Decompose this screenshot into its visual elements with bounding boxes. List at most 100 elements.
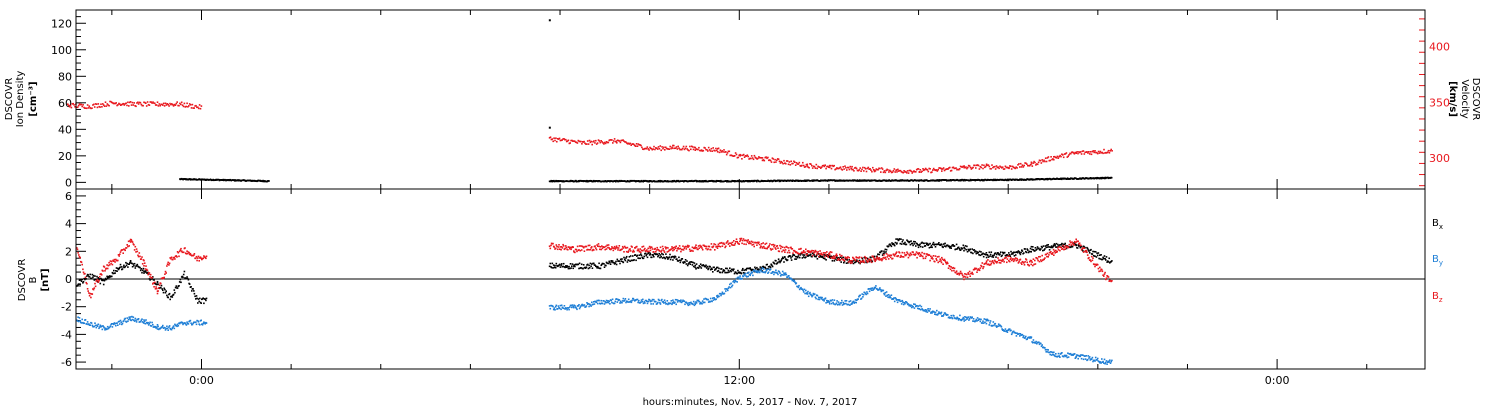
series-bx-point [694,266,696,269]
velocity-series-point [157,105,160,107]
series-by-point [683,300,686,302]
series-bz-point [676,249,678,252]
series-by-point [882,289,885,292]
velocity-series-point [693,146,696,149]
series-bz-point [788,251,791,254]
series-bx-point [144,271,147,273]
velocity-series-point [627,142,630,145]
series-bz-point [599,248,601,251]
velocity-series-point [787,163,790,166]
series-bz-point [100,273,102,275]
series-bx-point [908,240,911,243]
velocity-series-point [967,166,969,169]
velocity-series-point [900,170,903,173]
series-by [76,315,208,331]
series-by-point [794,281,796,283]
series-by-point [851,303,853,305]
velocity-series-point [74,106,76,108]
velocity-series-point [168,105,170,107]
series-bx-point [695,268,697,270]
top-right-label-line1: DSCOVR [1470,78,1481,121]
series-bz-point [862,259,865,262]
series-bz [548,237,1113,283]
series-bx-point [1050,245,1053,247]
series-bx-point [669,258,672,261]
series-bz [76,238,208,299]
series-bx-point [567,266,569,268]
velocity-series-point [740,154,742,157]
series-by-point [143,322,145,324]
series-bz-point [695,244,697,246]
series-bx-point [978,254,980,256]
series-bx-point [569,263,572,265]
series-by-point [1050,351,1052,353]
velocity-series-point [182,105,185,108]
series-bz-point [744,239,747,242]
series-bx-point [699,263,702,265]
velocity-series-point [613,138,616,140]
velocity-series-point [694,146,697,149]
series-by-point [1044,347,1046,349]
series-bz-point [781,246,784,248]
series-bz-point [649,249,652,252]
series-by-point [587,302,590,305]
series-bz-point [173,256,176,259]
velocity-series-point [757,157,759,160]
series-bx-point [716,270,719,273]
series-bx-point [943,245,946,247]
series-by-point [646,302,649,305]
series-bx-point [166,294,168,297]
series-bx-point [85,278,87,280]
series-bz-point [591,249,594,252]
velocity-series-point [590,140,593,143]
series-bx-point [202,297,204,299]
series-by-point [181,322,184,324]
velocity-series-point [1044,160,1046,163]
velocity-series-point [1086,151,1088,153]
series-bz-point [627,250,630,252]
velocity-series-point [947,168,949,170]
series-by-point [771,272,773,274]
velocity-series-point [941,168,943,170]
series-bz-point [671,246,673,248]
velocity-series-point [654,148,656,151]
velocity-series-point [772,158,775,160]
velocity-series-point [944,168,947,171]
series-bx-point [625,255,628,258]
series-bz-point [657,249,660,251]
velocity-series-point [691,146,694,148]
velocity-series-point [953,167,956,170]
series-by-point [630,301,633,304]
series-bz-point [121,249,124,251]
series-by-point [955,318,958,320]
series-bz-point [84,276,87,279]
series-bx-point [174,286,177,289]
bottom-left-tick-label: -6 [61,356,72,369]
series-by-point [107,327,110,330]
series-by-point [126,317,128,319]
velocity-series-point [727,150,730,153]
velocity-series-point [834,168,836,171]
velocity-series-point [1083,153,1086,155]
series-by-point [847,303,850,306]
series-bz-point [867,260,870,263]
series-bx-point [586,263,589,266]
series-by-point [565,307,568,310]
velocity-series-point [115,102,117,104]
velocity-series-point [851,165,853,168]
series-by-point [898,299,901,301]
series-by-point [584,306,587,308]
series-by-point [953,315,955,317]
legend-bx: Bx [1432,218,1443,231]
series-bx-point [947,244,949,247]
velocity-series-point [555,137,557,139]
velocity-series-point [823,165,826,168]
series-by-point [176,323,179,326]
series-bz-point [601,247,604,250]
series-bz-point [833,257,835,260]
series-by-point [78,320,80,323]
series-bz-point [704,245,707,248]
series-by-point [931,312,933,314]
velocity-series-point [1024,162,1026,164]
velocity-series-point [642,148,645,151]
